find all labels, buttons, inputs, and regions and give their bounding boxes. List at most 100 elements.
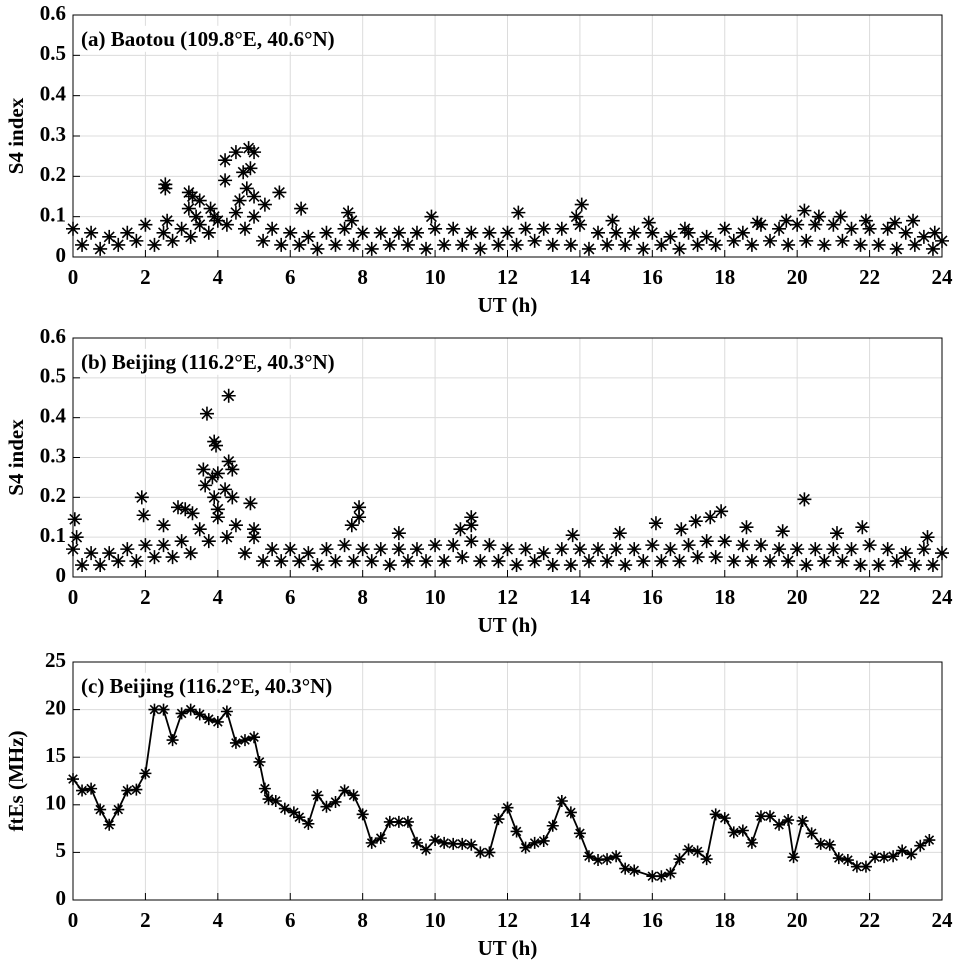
line-marker [887,850,900,863]
scatter-point [256,233,271,248]
scatter-point [247,209,262,224]
scatter-point [677,221,692,236]
scatter-point [779,213,794,228]
scatter-point [174,534,189,549]
line-marker [782,814,795,827]
scatter-point [781,237,796,252]
line-marker [646,870,659,883]
scatter-point [189,209,204,224]
scatter-point [835,554,850,569]
scatter-point [871,558,886,573]
line-marker [745,836,758,849]
scatter-point [862,221,877,236]
scatter-point [726,554,741,569]
y-tick-label: 0.1 [40,523,66,547]
scatter-point [344,518,359,533]
x-tick-label: 4 [213,265,224,289]
scatter-point [355,225,370,240]
scatter-point [207,209,222,224]
scatter-point [916,542,931,557]
line-marker [619,862,632,875]
scatter-point [753,217,768,232]
scatter-point [763,233,778,248]
scatter-point [708,237,723,252]
scatter-point [207,434,222,449]
line-marker [655,870,668,883]
y-tick-label: 10 [45,791,66,815]
scatter-point [826,217,841,232]
y-tick-label: 0.6 [40,1,66,25]
scatter-point [147,237,162,252]
line-marker [682,843,695,856]
scatter-point [136,508,151,523]
line-marker [501,801,514,814]
line-marker [157,703,170,716]
y-tick-label: 0.4 [40,81,67,105]
scatter-point [301,229,316,244]
scatter-point [572,542,587,557]
scatter-point [811,209,826,224]
line-marker [923,834,936,847]
scatter-point [518,542,533,557]
x-tick-label: 8 [357,908,368,932]
x-tick-label: 20 [787,265,808,289]
line-marker [401,815,414,828]
scatter-point [218,482,233,497]
line-marker [103,818,116,831]
scatter-point [93,558,108,573]
scatter-point [600,237,615,252]
scatter-point [75,558,90,573]
title-background [78,25,338,52]
scatter-point [228,145,243,160]
scatter-point [364,241,379,256]
line-marker [850,860,863,873]
scatter-point [833,209,848,224]
scatter-point [605,213,620,228]
scatter-point [808,217,823,232]
scatter-point [797,203,812,218]
scatter-point [382,237,397,252]
line-marker [293,811,306,824]
scatter-point [241,141,256,156]
scatter-point [205,470,220,485]
scatter-point [446,221,461,236]
x-tick-label: 10 [425,908,446,932]
scatter-point [565,528,580,543]
scatter-point [232,193,247,208]
scatter-point [239,181,254,196]
scatter-point [181,201,196,216]
scatter-point [419,241,434,256]
y-tick-label: 0.1 [40,202,66,226]
scatter-point [527,554,542,569]
scatter-point [563,237,578,252]
x-tick-label: 0 [68,585,79,609]
scatter-point [337,538,352,553]
y-tick-label: 0 [56,886,67,910]
scatter-point [428,538,443,553]
x-axis-label: UT (h) [478,936,538,960]
scatter-point [645,538,660,553]
scatter-point [648,516,663,531]
scatter-point [618,558,633,573]
scatter-point [600,554,615,569]
scatter-point [283,542,298,557]
scatter-point [243,496,258,511]
line-marker [709,808,722,821]
y-axis-label: ftEs (MHz) [4,731,28,832]
line-marker [764,810,777,823]
scatter-point [536,546,551,561]
scatter-point [221,454,236,469]
scatter-point [554,221,569,236]
scatter-point [178,502,193,517]
scatter-point [344,213,359,228]
scatter-point [790,542,805,557]
line-marker [796,814,809,827]
scatter-point [853,558,868,573]
scatter-point [703,510,718,525]
scatter-point [218,153,233,168]
scatter-point [717,221,732,236]
scatter-point [265,542,280,557]
x-tick-label: 12 [497,908,518,932]
scatter-point [272,185,287,200]
y-tick-label: 0.3 [40,443,66,467]
